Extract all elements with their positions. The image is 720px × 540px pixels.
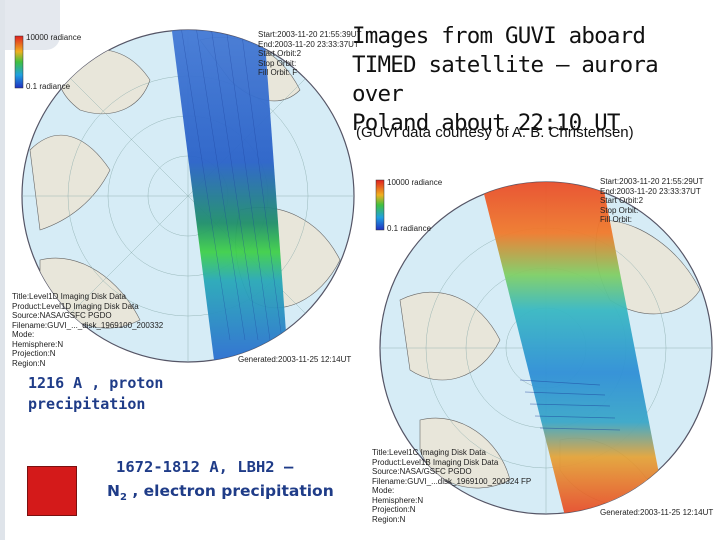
map-left-header-line: Start:2003-11-20 21:55:39UT bbox=[258, 30, 362, 39]
map-right-meta-line: Title:Level1C Imaging Disk Data bbox=[372, 448, 486, 457]
caption-electron-rest: , electron precipitation bbox=[126, 482, 334, 500]
map-left bbox=[14, 29, 355, 363]
map-right-meta-line: Hemisphere:N bbox=[372, 495, 424, 505]
map-right-colorbar-bottom-label: 0.1 radiance bbox=[387, 224, 432, 233]
map-left-meta: Title:Level1D Imaging Disk Data Product:… bbox=[12, 292, 163, 368]
map-left-generated: Generated:2003-11-25 12:14UT bbox=[238, 355, 352, 364]
map-right-swath bbox=[478, 182, 668, 514]
data-credit: (GUVI data courtesy of A. B. Christensen… bbox=[356, 124, 634, 141]
map-left-meta-line: Source:NASA/GSFC PGDO bbox=[12, 311, 112, 320]
corner-decoration bbox=[0, 0, 60, 50]
map-right-header-line: Fill Orbit: bbox=[600, 215, 632, 224]
map-right-meta-line: Filename:GUVI_...disk_1969100_200324 FP bbox=[372, 476, 532, 486]
map-left-colorbar-top-label: 10000 radiance bbox=[26, 33, 82, 42]
electron-color-swatch bbox=[27, 466, 77, 516]
map-left-meta-line: Projection:N bbox=[12, 349, 56, 358]
map-right-header-line: Stop Orbit: bbox=[600, 205, 639, 215]
map-left-header-line: End:2003-11-20 23:33:37UT bbox=[258, 39, 359, 49]
map-right-header-line: Start:2003-11-20 21:55:29UT bbox=[600, 177, 704, 186]
map-right-meta-line: Source:NASA/GSFC PGDO bbox=[372, 467, 472, 476]
map-left-meta-line: Title:Level1D Imaging Disk Data bbox=[12, 292, 126, 301]
map-right-colorbar bbox=[375, 179, 385, 231]
map-right-generated: Generated:2003-11-25 12:14UT bbox=[600, 508, 714, 517]
title-line-3: Poland about 22:10 UT bbox=[352, 110, 620, 136]
map-left-colorbar-bottom-label: 0.1 radiance bbox=[26, 82, 71, 91]
map-left-header: Start:2003-11-20 21:55:39UT End:2003-11-… bbox=[258, 30, 361, 78]
map-left-swath bbox=[168, 30, 288, 360]
map-right bbox=[375, 179, 713, 515]
map-left-meta-line: Filename:GUVI_..._disk_1969100_200332 bbox=[12, 320, 164, 330]
caption-electron-line-2: N2 , electron precipitation bbox=[107, 482, 334, 503]
slide-title: Images from GUVI aboard TIMED satellite … bbox=[352, 22, 702, 138]
map-right-meta-line: Mode: bbox=[372, 486, 395, 495]
map-left-header-line: Fill Orbit: F bbox=[258, 68, 298, 77]
map-right-meta: Title:Level1C Imaging Disk Data Product:… bbox=[372, 448, 531, 524]
map-right-meta-line: Projection:N bbox=[372, 505, 416, 514]
title-line-1: Images from GUVI aboard bbox=[352, 23, 646, 49]
species-subscript: 2 bbox=[119, 492, 127, 504]
map-right-colorbar-top-label: 10000 radiance bbox=[387, 178, 443, 187]
map-right-header-line: Start Orbit:2 bbox=[600, 196, 644, 205]
map-left-meta-line: Hemisphere:N bbox=[12, 339, 64, 349]
map-right-meta-line: Product:Level1B Imaging Disk Data bbox=[372, 457, 499, 467]
map-left-meta-line: Product:Level1D Imaging Disk Data bbox=[12, 301, 139, 311]
map-left-header-line: Stop Orbit: bbox=[258, 58, 297, 68]
title-line-2: TIMED satellite – aurora over bbox=[352, 52, 659, 107]
map-left-meta-line: Mode: bbox=[12, 330, 35, 339]
caption-proton: 1216 A , proton precipitation bbox=[28, 373, 163, 415]
left-edge-bar bbox=[0, 0, 5, 540]
map-right-header: Start:2003-11-20 21:55:29UT End:2003-11-… bbox=[600, 177, 703, 225]
map-left-header-line: Start Orbit:2 bbox=[258, 49, 302, 58]
map-right-header-line: End:2003-11-20 23:33:37UT bbox=[600, 186, 701, 196]
caption-proton-line-1: 1216 A , proton bbox=[28, 374, 164, 392]
map-left-colorbar bbox=[14, 35, 24, 89]
map-left-meta-line: Region:N bbox=[12, 358, 46, 368]
map-right-meta-line: Region:N bbox=[372, 514, 406, 524]
species-label: N bbox=[107, 482, 120, 500]
caption-proton-line-2: precipitation bbox=[28, 395, 146, 413]
caption-electron-line-1: 1672-1812 A, LBH2 – bbox=[116, 458, 294, 476]
